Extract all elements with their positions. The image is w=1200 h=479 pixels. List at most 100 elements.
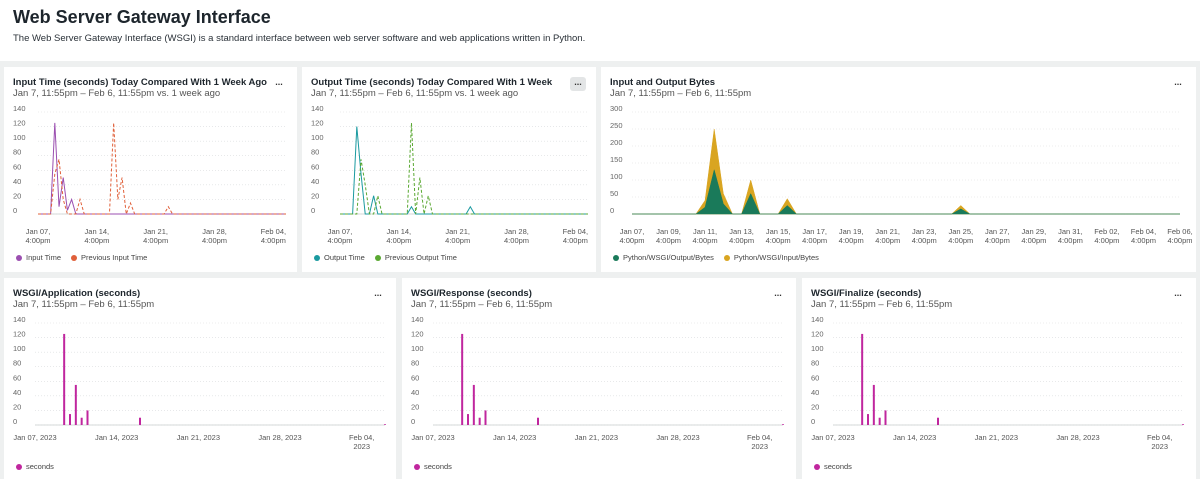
x-tick-label: Jan 28, 2023 <box>656 433 700 442</box>
chart-title: Output Time (seconds) Today Compared Wit… <box>311 77 553 88</box>
chart-panel: WSGI/Application (seconds) Jan 7, 11:55pm… <box>4 278 396 479</box>
legend: seconds <box>414 462 452 471</box>
x-tick-label: Jan 13, 4:00pm <box>729 227 755 245</box>
chart-subtitle: Jan 7, 11:55pm – Feb 6, 11:55pm <box>411 299 553 310</box>
series-line <box>38 122 286 215</box>
bar <box>878 417 881 425</box>
legend-item: Python/WSGI/Input/Bytes <box>723 253 819 262</box>
x-tick-label: Jan 15, 4:00pm <box>765 227 791 245</box>
y-tick-label: 120 <box>311 119 324 128</box>
y-tick-label: 140 <box>311 104 324 113</box>
chart-subtitle: Jan 7, 11:55pm – Feb 6, 11:55pm vs. 1 we… <box>311 88 519 99</box>
bar <box>884 410 887 425</box>
x-tick-label: Jan 07, 2023 <box>811 433 855 442</box>
y-tick-label: 0 <box>13 417 17 426</box>
y-tick-label: 0 <box>13 206 17 215</box>
y-tick-label: 80 <box>411 359 419 368</box>
y-tick-label: 20 <box>13 402 21 411</box>
x-tick-label: Feb 02, 4:00pm <box>1094 227 1120 245</box>
legend-item: Output Time <box>314 253 365 262</box>
y-tick-label: 140 <box>811 315 824 324</box>
menu-button[interactable]: ... <box>570 77 586 91</box>
chart-panel: WSGI/Finalize (seconds) Jan 7, 11:55pm – … <box>802 278 1196 479</box>
bar <box>69 414 71 425</box>
bar <box>782 424 784 425</box>
y-tick-label: 20 <box>311 191 319 200</box>
chart-title: WSGI/Application (seconds) <box>13 288 141 299</box>
y-tick-label: 120 <box>411 330 424 339</box>
chart-subtitle: Jan 7, 11:55pm – Feb 6, 11:55pm vs. 1 we… <box>13 88 221 99</box>
x-tick-label: Jan 07, 4:00pm <box>25 227 51 245</box>
x-tick-label: Jan 21, 4:00pm <box>143 227 169 245</box>
x-tick-label: Jan 29, 4:00pm <box>1021 227 1047 245</box>
y-tick-label: 80 <box>13 148 21 157</box>
x-tick-label: Feb 04, 4:00pm <box>1130 227 1157 245</box>
y-tick-label: 60 <box>411 373 419 382</box>
menu-button[interactable]: ... <box>374 288 382 298</box>
x-tick-label: Jan 07, 2023 <box>411 433 455 442</box>
y-tick-label: 40 <box>811 388 819 397</box>
x-tick-label: Jan 31, 4:00pm <box>1057 227 1083 245</box>
legend: seconds <box>814 462 852 471</box>
legend-swatch <box>71 255 78 261</box>
legend-swatch <box>414 464 420 470</box>
chart-panel: WSGI/Response (seconds) Jan 7, 11:55pm – … <box>402 278 796 479</box>
y-tick-label: 100 <box>411 344 424 353</box>
y-tick-label: 60 <box>311 162 319 171</box>
legend-swatch <box>374 255 381 261</box>
x-tick-label: Jan 21, 2023 <box>574 433 619 442</box>
series-area <box>632 169 1180 215</box>
y-tick-label: 60 <box>13 373 21 382</box>
bar <box>472 384 475 425</box>
y-tick-label: 40 <box>411 388 419 397</box>
bar <box>139 417 141 425</box>
bar <box>80 417 83 425</box>
legend: seconds <box>16 462 54 471</box>
x-tick-label: Jan 09, 4:00pm <box>656 227 682 245</box>
bar <box>74 384 77 425</box>
y-tick-label: 120 <box>13 330 26 339</box>
x-tick-label: Jan 28, 4:00pm <box>504 227 530 245</box>
menu-button[interactable]: ... <box>1174 77 1182 87</box>
legend-swatch <box>16 255 22 261</box>
y-tick-label: 80 <box>13 359 21 368</box>
y-tick-label: 80 <box>311 148 319 157</box>
chart-title: WSGI/Finalize (seconds) <box>811 288 922 299</box>
y-tick-label: 0 <box>311 206 315 215</box>
legend-swatch <box>314 255 320 261</box>
x-tick-label: Feb 04, 2023 <box>1146 433 1173 451</box>
menu-button[interactable]: ... <box>774 288 782 298</box>
chart-panel: Input Time (seconds) Today Compared With… <box>4 67 297 272</box>
menu-button[interactable]: ... <box>1174 288 1182 298</box>
series-line <box>38 122 286 215</box>
legend-swatch <box>814 464 820 470</box>
page-title: Web Server Gateway Interface <box>13 7 271 27</box>
chart-plot: 0 20 40 60 80 100 120 140 <box>411 315 784 426</box>
legend-label: Output Time <box>324 253 365 262</box>
y-tick-label: 0 <box>411 417 415 426</box>
y-tick-label: 0 <box>811 417 815 426</box>
x-tick-label: Feb 06, 4:00pm <box>1167 227 1193 245</box>
x-tick-label: Jan 25, 4:00pm <box>948 227 974 245</box>
y-tick-label: 0 <box>610 206 614 215</box>
y-tick-label: 60 <box>13 162 21 171</box>
bar <box>86 410 89 425</box>
legend-label: Previous Output Time <box>384 253 457 262</box>
legend-item: Python/WSGI/Output/Bytes <box>613 253 714 262</box>
legend-item: Previous Output Time <box>374 253 457 262</box>
x-tick-label: Jan 23, 4:00pm <box>911 227 937 245</box>
y-tick-label: 140 <box>13 315 26 324</box>
legend-label: Python/WSGI/Output/Bytes <box>623 253 714 262</box>
menu-button[interactable]: ... <box>275 77 283 87</box>
x-tick-label: Jan 21, 4:00pm <box>445 227 471 245</box>
y-tick-label: 60 <box>811 373 819 382</box>
x-tick-label: Jan 19, 4:00pm <box>838 227 864 245</box>
y-tick-label: 120 <box>13 119 26 128</box>
y-tick-label: 50 <box>610 189 618 198</box>
bar <box>861 333 864 425</box>
x-tick-label: Jan 14, 4:00pm <box>84 227 110 245</box>
chart-plot: 0 20 40 60 80 100 120 140 <box>13 315 386 426</box>
legend-swatch <box>613 255 619 261</box>
y-tick-label: 140 <box>411 315 424 324</box>
